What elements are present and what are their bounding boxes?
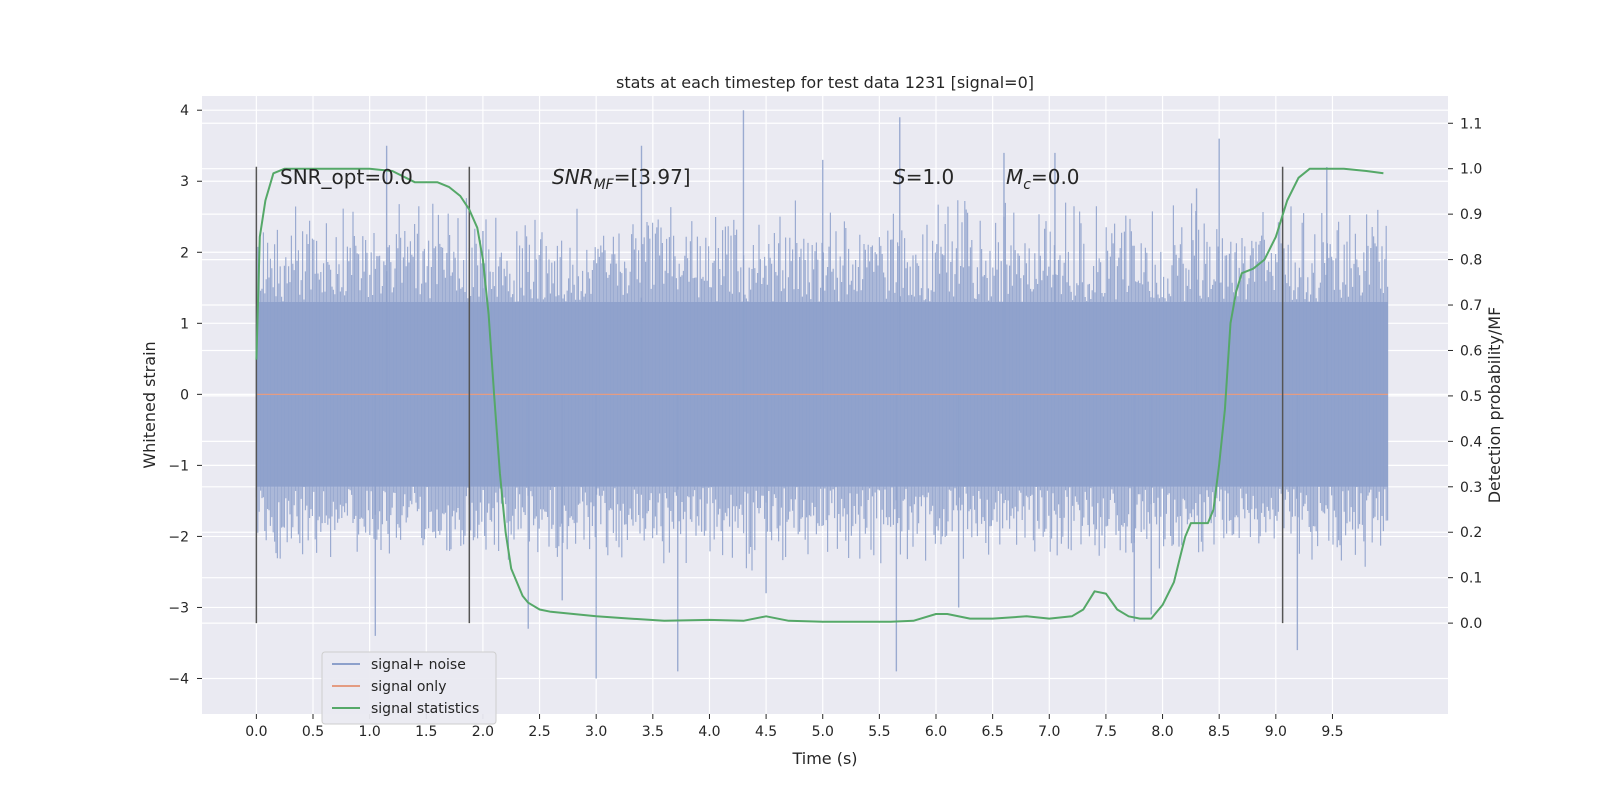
y-right-tick-label: 1.0 [1460, 162, 1482, 178]
annotation-mc-value: =0.0 [1031, 165, 1080, 189]
x-tick-label: 6.0 [925, 724, 947, 740]
annotation-snr-mf-label: SNR [552, 165, 594, 189]
annotation-snr-mf-sub: MF [594, 177, 615, 193]
x-axis-label: Time (s) [791, 749, 857, 768]
y-right-tick-label: 1.1 [1460, 116, 1482, 132]
x-tick-label: 8.0 [1151, 724, 1173, 740]
x-tick-label: 4.0 [698, 724, 720, 740]
annotation-snr-mf-value: =[3.97] [614, 165, 691, 189]
annotation-snr-mf: SNRMF=[3.97] [552, 165, 691, 193]
y-right-tick-label: 0.4 [1460, 434, 1482, 450]
y-left-tick-label: 1 [180, 316, 189, 332]
x-tick-label: 0.0 [245, 724, 267, 740]
y-right-tick-label: 0.0 [1460, 616, 1482, 632]
x-tick-label: 7.0 [1038, 724, 1060, 740]
y-right-tick-label: 0.7 [1460, 298, 1482, 314]
ticks: 0.0 0.5 1.0 1.5 2.0 2.5 3.0 3.5 4.0 4.5 5.0 5.5 6.0 6… [168, 103, 1482, 740]
x-tick-label: 9.5 [1321, 724, 1343, 740]
chart-title: stats at each timestep for test data 123… [616, 73, 1034, 92]
y-left-tick-label: −1 [168, 458, 189, 474]
x-tick-label: 3.5 [642, 724, 664, 740]
legend-box [321, 651, 497, 725]
vertical-markers [255, 166, 1284, 624]
annotation-snr-opt: SNR_opt=0.0 [280, 165, 413, 189]
signal-statistics-layer [255, 167, 1384, 623]
x-tick-label: 5.5 [868, 724, 890, 740]
y-axis-label-left: Whitened strain [140, 341, 159, 468]
y-right-tick-label: 0.3 [1460, 480, 1482, 496]
annotation-mc: Mc=0.0 [1006, 165, 1080, 193]
legend-label-signal-only: signal only [371, 679, 446, 695]
annotation-s: S=1.0 [893, 165, 954, 189]
x-tick-label: 7.5 [1095, 724, 1117, 740]
y-right-tick-label: 0.9 [1460, 207, 1482, 223]
annotation-mc-label: M [1006, 165, 1023, 189]
x-tick-label: 6.5 [982, 724, 1004, 740]
y-axis-label-right: Detection probability/MF [1485, 307, 1504, 504]
x-tick-label: 2.0 [472, 724, 494, 740]
y-left-tick-label: −2 [168, 529, 189, 545]
legend: signal+ noise signal only signal statist… [321, 651, 497, 725]
y-left-tick-label: −3 [168, 600, 189, 616]
x-tick-label: 1.0 [359, 724, 381, 740]
annotation-mc-sub: c [1023, 177, 1031, 193]
x-tick-label: 9.0 [1265, 724, 1287, 740]
x-tick-label: 1.5 [415, 724, 437, 740]
x-tick-label: 3.0 [585, 724, 607, 740]
annotation-s-label: S [893, 165, 906, 189]
x-tick-label: 8.5 [1208, 724, 1230, 740]
y-left-tick-label: 3 [180, 174, 189, 190]
y-right-tick-label: 0.1 [1460, 571, 1482, 587]
x-tick-label: 5.0 [812, 724, 834, 740]
y-left-tick-label: 4 [180, 103, 189, 119]
x-tick-label: 0.5 [302, 724, 324, 740]
y-right-tick-label: 0.6 [1460, 343, 1482, 359]
y-right-tick-label: 0.2 [1460, 525, 1482, 541]
annotation-s-value: =1.0 [906, 165, 955, 189]
y-left-tick-label: −4 [168, 671, 189, 687]
y-left-tick-label: 0 [180, 387, 189, 403]
signal-statistics-line [255, 167, 1384, 623]
legend-label-signal-statistics: signal statistics [371, 701, 479, 717]
x-tick-label: 4.5 [755, 724, 777, 740]
y-right-tick-label: 0.8 [1460, 253, 1482, 269]
y-left-tick-label: 2 [180, 245, 189, 261]
y-right-tick-label: 0.5 [1460, 389, 1482, 405]
x-tick-label: 2.5 [528, 724, 550, 740]
legend-label-signal-noise: signal+ noise [371, 657, 466, 673]
